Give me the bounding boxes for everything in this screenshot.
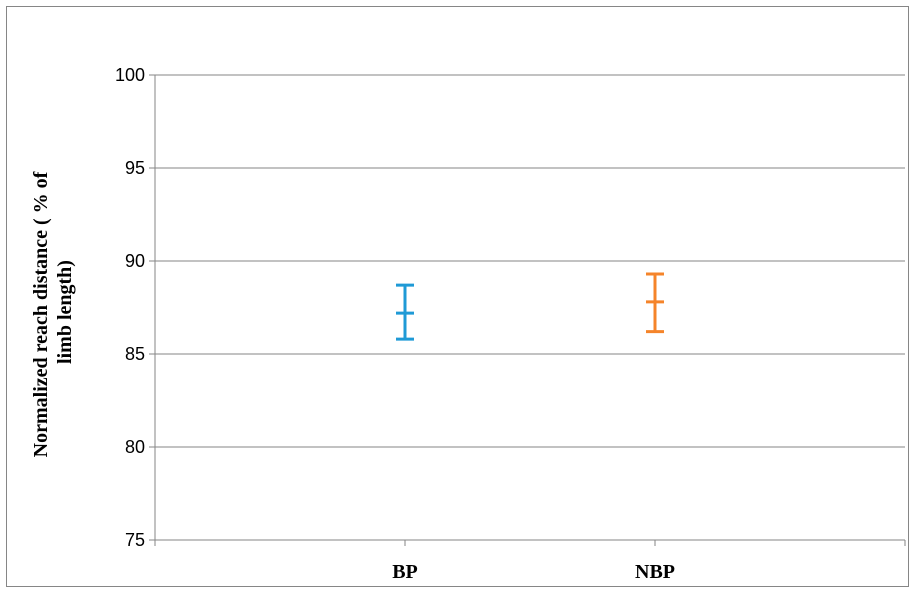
y-tick-label: 80	[125, 437, 145, 457]
y-tick-label: 100	[115, 65, 145, 85]
error-bar-nbp	[646, 272, 664, 334]
axes	[149, 74, 906, 546]
y-tick-labels: 75 80 85 90 95 100	[115, 65, 145, 550]
y-tick-label: 95	[125, 158, 145, 178]
error-bars	[396, 272, 664, 341]
x-tick-labels: BP NBP	[392, 561, 675, 583]
y-axis-title: Normalized reach distance ( % of limb le…	[30, 167, 76, 458]
y-axis-title-line-2: limb length)	[54, 260, 76, 364]
y-tick-label: 75	[125, 530, 145, 550]
error-bar-bp	[396, 283, 414, 341]
y-axis-title-line-1: Normalized reach distance ( % of	[30, 171, 52, 457]
y-tick-label: 85	[125, 344, 145, 364]
chart-frame	[6, 6, 909, 587]
gridlines	[155, 74, 905, 448]
x-tick-label: BP	[392, 561, 418, 583]
x-tick-label: NBP	[635, 561, 675, 583]
y-tick-label: 90	[125, 251, 145, 271]
